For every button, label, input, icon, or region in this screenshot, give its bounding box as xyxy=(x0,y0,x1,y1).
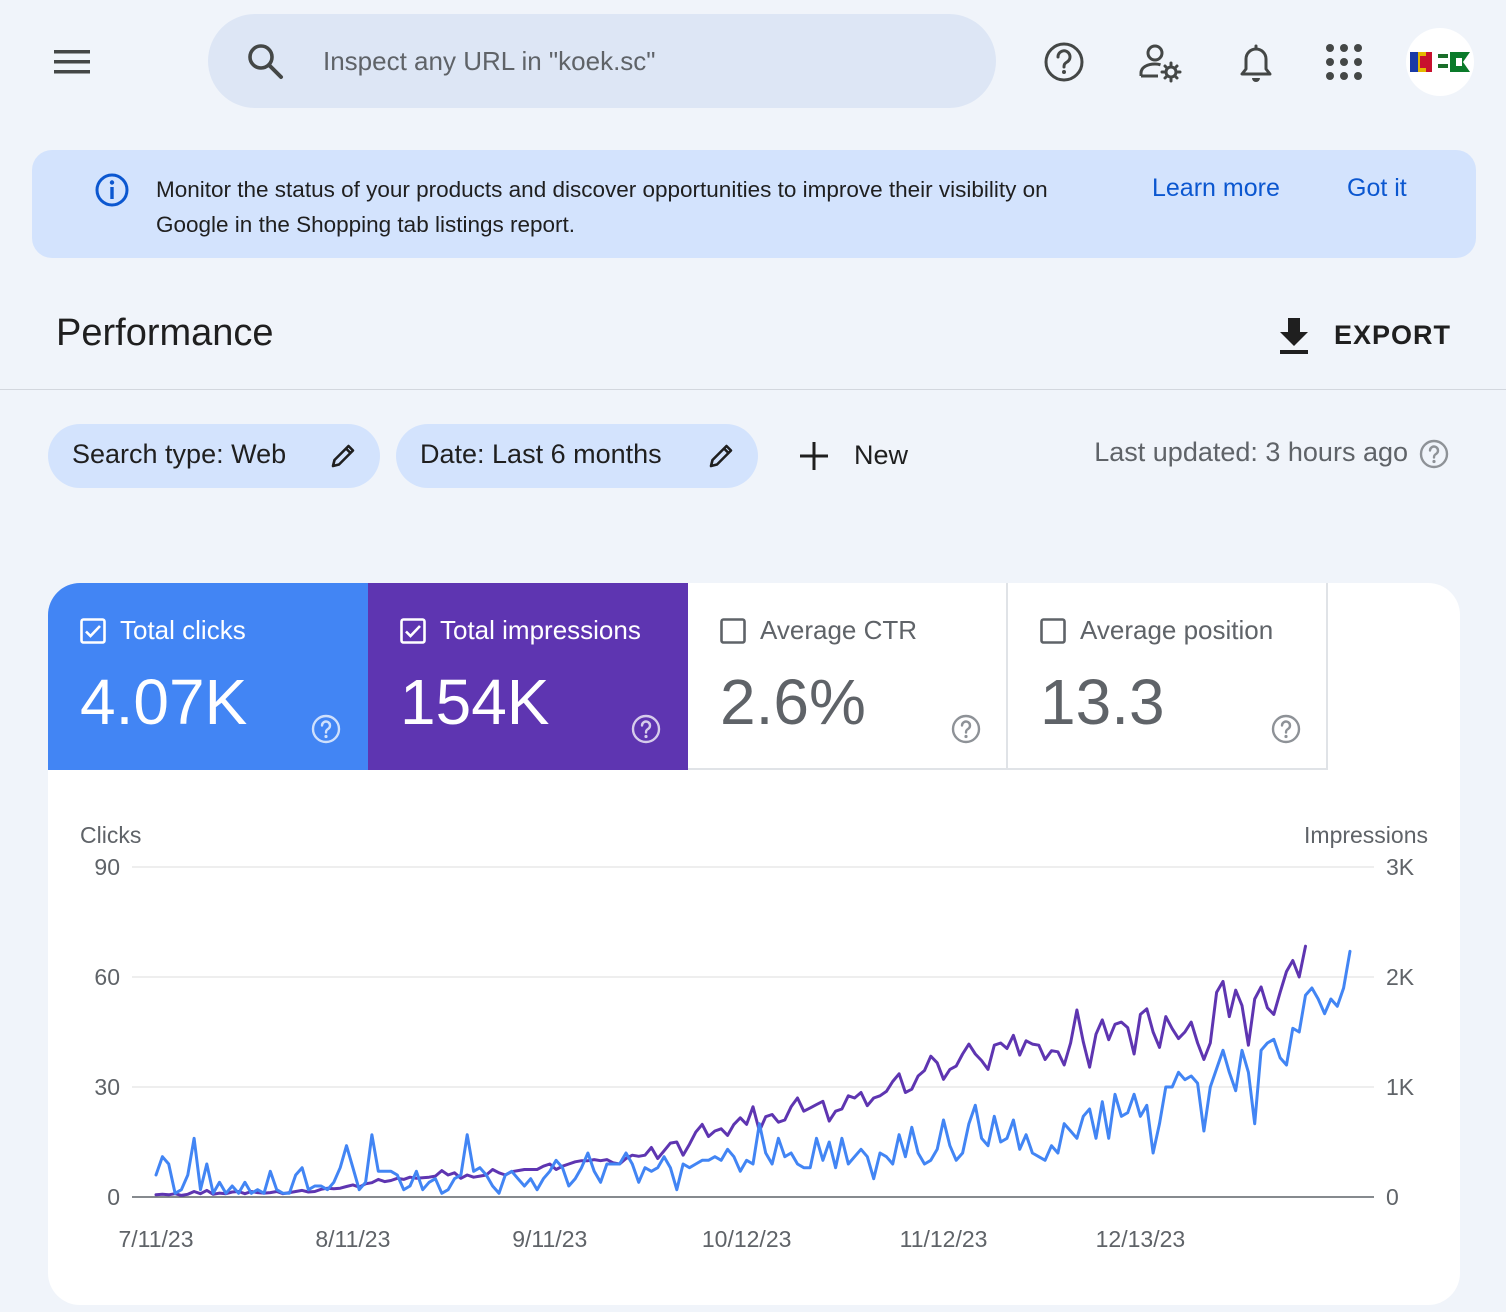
url-inspection-search xyxy=(208,14,996,108)
y-tick-label-left: 60 xyxy=(94,964,120,990)
help-circle-icon[interactable] xyxy=(1418,438,1450,470)
help-circle-icon[interactable] xyxy=(950,713,982,745)
x-tick-label: 7/11/23 xyxy=(118,1226,193,1252)
checkbox-checked-icon[interactable] xyxy=(400,618,426,644)
metric-value: 154K xyxy=(400,666,550,738)
metric-value: 4.07K xyxy=(80,666,248,738)
download-icon xyxy=(1280,318,1308,354)
account-avatar-button[interactable] xyxy=(1406,28,1474,96)
metric-tile-average-position[interactable]: Average position 13.3 xyxy=(1008,583,1328,770)
x-tick-label: 8/11/23 xyxy=(315,1226,390,1252)
search-type-filter-chip[interactable]: Search type: Web xyxy=(48,424,380,488)
x-tick-label: 9/11/23 xyxy=(512,1226,587,1252)
metric-tile-total-impressions[interactable]: Total impressions 154K xyxy=(368,583,688,770)
apps-grid-icon[interactable] xyxy=(1320,38,1368,86)
metric-value: 2.6% xyxy=(720,666,866,738)
new-filter-button[interactable]: New xyxy=(796,432,926,480)
last-updated-text: Last updated: 3 hours ago xyxy=(1094,437,1408,467)
got-it-button[interactable]: Got it xyxy=(1347,174,1407,202)
page-title: Performance xyxy=(56,312,274,354)
help-circle-icon[interactable] xyxy=(310,713,342,745)
series-line-clicks xyxy=(154,949,1352,1195)
performance-chart: Clicks Impressions 0 0 30 1K 60 2K 90 3K 7/11/23 8/… xyxy=(80,822,1428,1252)
info-icon xyxy=(95,173,129,207)
learn-more-link[interactable]: Learn more xyxy=(1152,174,1280,202)
x-tick-label: 11/12/23 xyxy=(900,1226,988,1252)
help-circle-icon[interactable] xyxy=(630,713,662,745)
metric-name: Total impressions xyxy=(440,615,641,645)
x-tick-label: 10/12/23 xyxy=(702,1226,792,1252)
top-app-bar xyxy=(0,0,1506,124)
y-tick-label-right: 3K xyxy=(1386,854,1415,880)
manage-users-icon[interactable] xyxy=(1136,38,1184,86)
date-filter-label: Date: Last 6 months xyxy=(420,439,662,469)
x-tick-label: 12/13/23 xyxy=(1096,1226,1186,1252)
y-tick-label-right: 1K xyxy=(1386,1074,1415,1100)
y-tick-label-right: 0 xyxy=(1386,1184,1399,1210)
help-icon[interactable] xyxy=(1040,38,1088,86)
search-input[interactable] xyxy=(323,36,963,86)
plus-icon xyxy=(800,442,828,470)
y-tick-label-left: 90 xyxy=(94,854,120,880)
header-divider xyxy=(0,389,1506,390)
hamburger-menu-icon xyxy=(54,50,90,74)
y-axis-label-impressions: Impressions xyxy=(1304,822,1428,848)
metric-tile-total-clicks[interactable]: Total clicks 4.07K xyxy=(48,583,368,770)
checkbox-unchecked-icon[interactable] xyxy=(1040,618,1066,644)
search-icon[interactable] xyxy=(244,40,286,82)
series-line-impressions xyxy=(154,944,1307,1197)
y-tick-label-left: 0 xyxy=(107,1184,120,1210)
y-tick-label-left: 30 xyxy=(94,1074,120,1100)
metric-name: Total clicks xyxy=(120,615,246,645)
search-type-filter-label: Search type: Web xyxy=(72,439,287,469)
y-axis-label-clicks: Clicks xyxy=(80,822,141,848)
new-filter-label: New xyxy=(854,440,909,470)
info-banner: Monitor the status of your products and … xyxy=(32,150,1476,258)
checkbox-unchecked-icon[interactable] xyxy=(720,618,746,644)
account-avatar-icon xyxy=(1410,52,1470,72)
performance-card: Total clicks 4.07K Total impressions 154K … xyxy=(48,583,1460,1305)
help-circle-icon[interactable] xyxy=(1270,713,1302,745)
y-tick-label-right: 2K xyxy=(1386,964,1415,990)
metric-name: Average CTR xyxy=(760,615,918,645)
notifications-icon[interactable] xyxy=(1232,38,1280,86)
metric-value: 13.3 xyxy=(1040,666,1165,738)
edit-pencil-icon xyxy=(709,444,733,468)
main-menu-button[interactable] xyxy=(48,40,96,84)
export-label: EXPORT xyxy=(1334,320,1452,350)
edit-pencil-icon xyxy=(331,444,355,468)
date-filter-chip[interactable]: Date: Last 6 months xyxy=(396,424,758,488)
metric-name: Average position xyxy=(1080,615,1274,645)
checkbox-checked-icon[interactable] xyxy=(80,618,106,644)
metric-tile-average-ctr[interactable]: Average CTR 2.6% xyxy=(688,583,1008,770)
banner-message: Monitor the status of your products and … xyxy=(156,177,1048,237)
